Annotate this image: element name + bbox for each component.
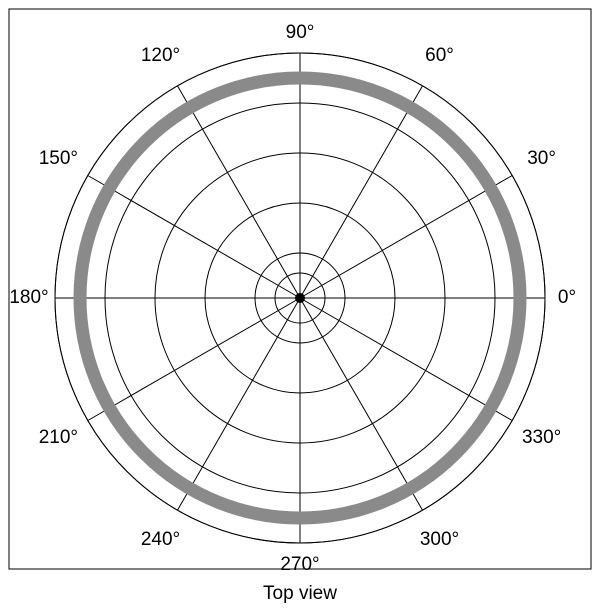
polar-svg bbox=[0, 0, 600, 615]
polar-diagram: 0° 30° 60° 90° 120° 150° 180° 210° 240° 270° 300° 3… bbox=[0, 0, 600, 615]
angle-label-90: 90° bbox=[286, 22, 315, 44]
caption: Top view bbox=[263, 583, 337, 605]
angle-label-120: 120° bbox=[141, 45, 180, 67]
angle-label-330: 330° bbox=[522, 427, 561, 449]
angle-label-150: 150° bbox=[39, 148, 78, 170]
angle-label-60: 60° bbox=[425, 45, 454, 67]
angle-label-180: 180° bbox=[9, 287, 48, 309]
angle-label-0: 0° bbox=[558, 287, 576, 309]
angle-label-300: 300° bbox=[420, 529, 459, 551]
angle-label-240: 240° bbox=[141, 529, 180, 551]
angle-label-270: 270° bbox=[280, 554, 319, 576]
angle-label-210: 210° bbox=[39, 427, 78, 449]
angle-label-30: 30° bbox=[527, 148, 556, 170]
